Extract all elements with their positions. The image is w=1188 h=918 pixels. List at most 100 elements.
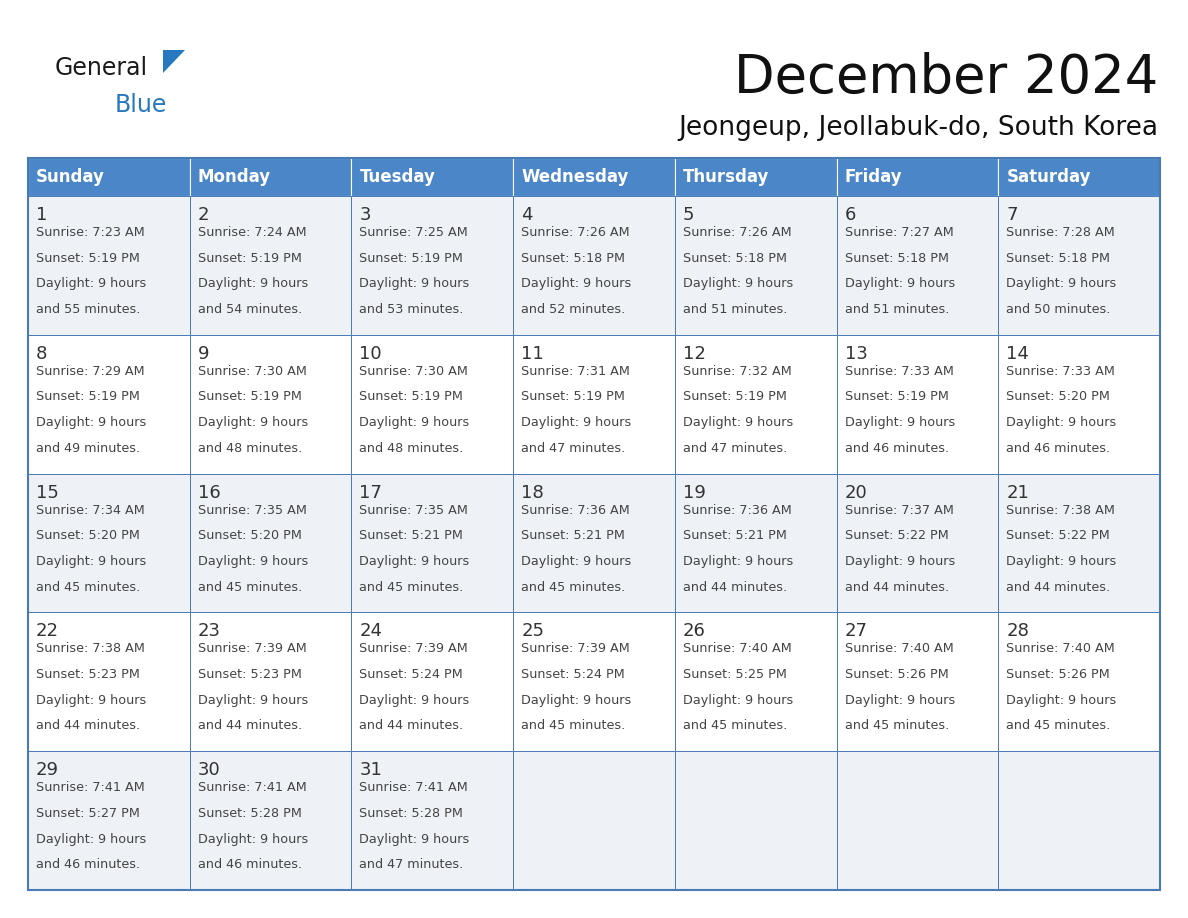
Text: 2: 2 [197, 206, 209, 224]
Text: 13: 13 [845, 345, 867, 363]
Text: Sunrise: 7:23 AM: Sunrise: 7:23 AM [36, 226, 145, 239]
Text: and 47 minutes.: and 47 minutes. [683, 442, 788, 454]
Text: Daylight: 9 hours: Daylight: 9 hours [36, 277, 146, 290]
Text: and 45 minutes.: and 45 minutes. [845, 720, 949, 733]
Bar [190, 196, 352, 335]
Text: Sunset: 5:22 PM: Sunset: 5:22 PM [845, 530, 948, 543]
Bar [29, 196, 190, 335]
Text: Sunrise: 7:39 AM: Sunrise: 7:39 AM [360, 643, 468, 655]
Text: and 44 minutes.: and 44 minutes. [845, 580, 949, 594]
Text: and 46 minutes.: and 46 minutes. [845, 442, 949, 454]
Bar [836, 474, 998, 612]
Text: Daylight: 9 hours: Daylight: 9 hours [360, 416, 469, 429]
Text: Sunset: 5:23 PM: Sunset: 5:23 PM [197, 668, 302, 681]
Bar [513, 158, 675, 196]
Text: Sunset: 5:24 PM: Sunset: 5:24 PM [360, 668, 463, 681]
Text: Daylight: 9 hours: Daylight: 9 hours [197, 555, 308, 568]
Bar [513, 196, 675, 335]
Text: Sunrise: 7:32 AM: Sunrise: 7:32 AM [683, 364, 791, 378]
Text: Sunrise: 7:36 AM: Sunrise: 7:36 AM [522, 504, 630, 517]
Text: Sunrise: 7:28 AM: Sunrise: 7:28 AM [1006, 226, 1116, 239]
Text: Sunset: 5:18 PM: Sunset: 5:18 PM [1006, 252, 1111, 264]
Text: Daylight: 9 hours: Daylight: 9 hours [197, 694, 308, 707]
Text: and 44 minutes.: and 44 minutes. [36, 720, 140, 733]
Text: Sunset: 5:26 PM: Sunset: 5:26 PM [845, 668, 948, 681]
Text: Sunset: 5:22 PM: Sunset: 5:22 PM [1006, 530, 1110, 543]
Text: Tuesday: Tuesday [360, 168, 435, 186]
Text: Daylight: 9 hours: Daylight: 9 hours [1006, 555, 1117, 568]
Text: and 45 minutes.: and 45 minutes. [1006, 720, 1111, 733]
Text: Sunrise: 7:35 AM: Sunrise: 7:35 AM [197, 504, 307, 517]
Text: and 51 minutes.: and 51 minutes. [845, 303, 949, 316]
Text: Sunrise: 7:37 AM: Sunrise: 7:37 AM [845, 504, 954, 517]
Text: Sunrise: 7:39 AM: Sunrise: 7:39 AM [522, 643, 630, 655]
Text: and 48 minutes.: and 48 minutes. [197, 442, 302, 454]
Text: Sunset: 5:19 PM: Sunset: 5:19 PM [36, 252, 140, 264]
Text: Sunset: 5:20 PM: Sunset: 5:20 PM [197, 530, 302, 543]
Bar [29, 751, 190, 890]
Bar [29, 612, 190, 751]
Text: Daylight: 9 hours: Daylight: 9 hours [683, 277, 794, 290]
Text: and 49 minutes.: and 49 minutes. [36, 442, 140, 454]
Bar [675, 196, 836, 335]
Bar [836, 158, 998, 196]
Text: 17: 17 [360, 484, 383, 501]
Text: 26: 26 [683, 622, 706, 641]
Text: Sunrise: 7:35 AM: Sunrise: 7:35 AM [360, 504, 468, 517]
Text: and 44 minutes.: and 44 minutes. [197, 720, 302, 733]
Bar [352, 196, 513, 335]
Text: 8: 8 [36, 345, 48, 363]
Bar [998, 612, 1159, 751]
Text: 1: 1 [36, 206, 48, 224]
Text: 29: 29 [36, 761, 59, 779]
Text: Sunrise: 7:41 AM: Sunrise: 7:41 AM [197, 781, 307, 794]
Text: and 45 minutes.: and 45 minutes. [36, 580, 140, 594]
Text: Daylight: 9 hours: Daylight: 9 hours [845, 277, 955, 290]
Text: Sunrise: 7:40 AM: Sunrise: 7:40 AM [845, 643, 953, 655]
Bar [998, 751, 1159, 890]
Text: Daylight: 9 hours: Daylight: 9 hours [360, 694, 469, 707]
Text: and 48 minutes.: and 48 minutes. [360, 442, 463, 454]
Text: Sunset: 5:24 PM: Sunset: 5:24 PM [522, 668, 625, 681]
Bar [190, 335, 352, 474]
Text: and 45 minutes.: and 45 minutes. [522, 720, 625, 733]
Text: and 45 minutes.: and 45 minutes. [197, 580, 302, 594]
Text: Sunrise: 7:29 AM: Sunrise: 7:29 AM [36, 364, 145, 378]
Text: Sunset: 5:19 PM: Sunset: 5:19 PM [522, 390, 625, 404]
Text: Sunrise: 7:36 AM: Sunrise: 7:36 AM [683, 504, 791, 517]
Text: Sunrise: 7:33 AM: Sunrise: 7:33 AM [845, 364, 954, 378]
Text: and 54 minutes.: and 54 minutes. [197, 303, 302, 316]
Text: and 53 minutes.: and 53 minutes. [360, 303, 463, 316]
Text: Daylight: 9 hours: Daylight: 9 hours [522, 416, 631, 429]
Text: Sunset: 5:21 PM: Sunset: 5:21 PM [360, 530, 463, 543]
Bar [352, 158, 513, 196]
Text: Daylight: 9 hours: Daylight: 9 hours [522, 277, 631, 290]
Text: 22: 22 [36, 622, 59, 641]
Text: 24: 24 [360, 622, 383, 641]
Polygon shape [163, 50, 185, 73]
Text: Daylight: 9 hours: Daylight: 9 hours [845, 694, 955, 707]
Text: Sunrise: 7:31 AM: Sunrise: 7:31 AM [522, 364, 630, 378]
Text: and 51 minutes.: and 51 minutes. [683, 303, 788, 316]
Text: Friday: Friday [845, 168, 902, 186]
Bar [675, 158, 836, 196]
Text: Sunrise: 7:27 AM: Sunrise: 7:27 AM [845, 226, 953, 239]
Text: Sunrise: 7:25 AM: Sunrise: 7:25 AM [360, 226, 468, 239]
Text: and 44 minutes.: and 44 minutes. [683, 580, 786, 594]
Text: 21: 21 [1006, 484, 1029, 501]
Text: Sunrise: 7:33 AM: Sunrise: 7:33 AM [1006, 364, 1116, 378]
Text: 16: 16 [197, 484, 221, 501]
Text: and 45 minutes.: and 45 minutes. [683, 720, 788, 733]
Bar [29, 335, 190, 474]
Text: Sunrise: 7:40 AM: Sunrise: 7:40 AM [683, 643, 791, 655]
Text: 30: 30 [197, 761, 221, 779]
Text: 28: 28 [1006, 622, 1029, 641]
Text: and 52 minutes.: and 52 minutes. [522, 303, 625, 316]
Text: and 55 minutes.: and 55 minutes. [36, 303, 140, 316]
Bar [675, 751, 836, 890]
Text: Sunrise: 7:34 AM: Sunrise: 7:34 AM [36, 504, 145, 517]
Bar [190, 158, 352, 196]
Text: Sunset: 5:23 PM: Sunset: 5:23 PM [36, 668, 140, 681]
Text: Monday: Monday [197, 168, 271, 186]
Text: Daylight: 9 hours: Daylight: 9 hours [683, 416, 794, 429]
